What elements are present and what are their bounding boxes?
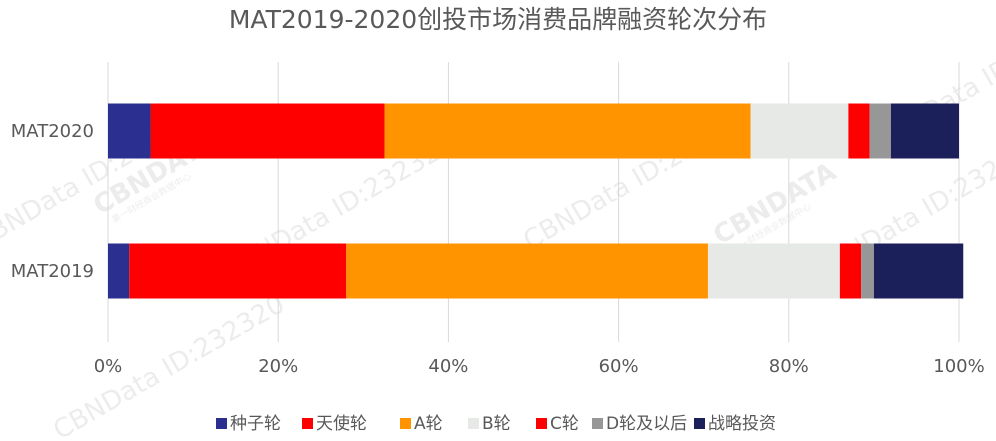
bar-segment [750,103,849,159]
bar-segment [890,103,959,159]
bar-segment [873,243,964,299]
bar-segment [150,103,385,159]
category-label: MAT2019 [11,261,94,282]
x-tick-label: 60% [599,356,639,377]
bar-segment [108,243,130,299]
bar-segment [108,103,151,159]
legend-swatch [302,418,313,429]
legend-label: 战略投资 [708,414,776,434]
legend-swatch [216,418,227,429]
x-axis-ticks: 0% 20% 40% 60% 80% 100% [94,356,985,377]
x-tick-label: 80% [769,356,809,377]
watermark-logo: CBNDATA [709,157,842,251]
bar-segment [839,243,862,299]
bar-segment [869,103,891,159]
legend-swatch [400,418,411,429]
legend-label: 天使轮 [316,413,367,434]
x-tick-label: 100% [933,356,984,377]
legend: 种子轮 天使轮 A轮 B轮 C轮 D轮及以后 战略投资 [216,413,776,434]
x-tick-label: 20% [258,356,298,377]
category-labels: MAT2020 MAT2019 [11,121,94,282]
legend-label: C轮 [550,414,579,434]
legend-label: 种子轮 [230,414,281,434]
category-label: MAT2020 [11,121,94,142]
bar-segment [384,103,751,159]
bars [108,103,964,299]
legend-swatch [592,418,603,429]
chart-title: MAT2019-2020创投市场消费品牌融资轮次分布 [229,5,767,34]
legend-label: D轮及以后 [606,414,687,434]
bar-segment [707,243,840,299]
bar-segment [346,243,708,299]
legend-swatch [536,418,547,429]
legend-swatch [694,418,705,429]
bar-segment [848,103,870,159]
legend-label: A轮 [414,414,443,434]
legend-swatch [468,418,479,429]
x-tick-label: 0% [94,356,123,377]
bar-segment [861,243,874,299]
bar-segment [129,243,347,299]
legend-label: B轮 [482,414,511,434]
x-tick-label: 40% [428,356,468,377]
